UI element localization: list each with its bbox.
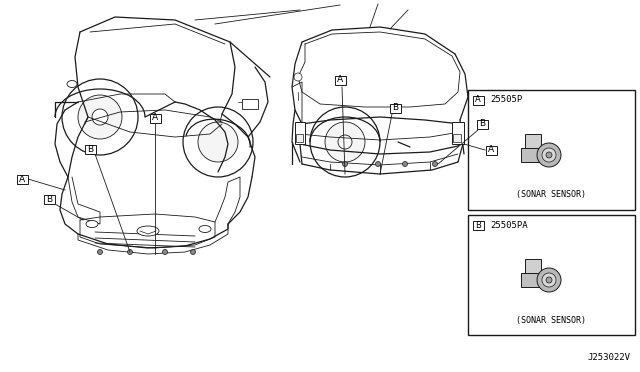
Bar <box>521 273 545 287</box>
Bar <box>452 122 464 144</box>
Circle shape <box>78 95 122 139</box>
Circle shape <box>62 79 138 155</box>
Bar <box>468 215 635 335</box>
Ellipse shape <box>199 225 211 232</box>
Text: (SONAR SENSOR): (SONAR SENSOR) <box>516 190 586 199</box>
Circle shape <box>310 107 380 177</box>
Bar <box>390 103 401 112</box>
Bar <box>17 174 28 183</box>
Bar <box>150 113 161 122</box>
Circle shape <box>325 122 365 162</box>
Text: B: B <box>475 221 481 230</box>
Circle shape <box>542 148 556 162</box>
Bar <box>84 144 95 154</box>
Ellipse shape <box>86 221 98 228</box>
Text: 25505P: 25505P <box>490 96 522 105</box>
Circle shape <box>127 250 132 254</box>
Text: A: A <box>152 113 158 122</box>
Text: B: B <box>87 144 93 154</box>
Bar <box>296 134 303 142</box>
Circle shape <box>183 107 253 177</box>
Circle shape <box>433 161 438 167</box>
Circle shape <box>198 122 238 162</box>
Circle shape <box>537 268 561 292</box>
Bar <box>295 122 305 144</box>
Circle shape <box>92 109 108 125</box>
Circle shape <box>163 250 168 254</box>
Circle shape <box>546 152 552 158</box>
Ellipse shape <box>137 226 159 236</box>
Text: A: A <box>19 174 25 183</box>
Bar <box>525 259 541 273</box>
Circle shape <box>338 135 352 149</box>
Bar <box>521 148 545 162</box>
Circle shape <box>342 161 348 167</box>
Bar <box>486 145 497 154</box>
Bar <box>44 195 54 203</box>
Circle shape <box>376 161 381 167</box>
Text: B: B <box>479 119 485 128</box>
Bar <box>468 90 635 210</box>
Ellipse shape <box>67 80 77 87</box>
Bar <box>477 119 488 128</box>
Text: J253022V: J253022V <box>587 353 630 362</box>
Circle shape <box>403 161 408 167</box>
Bar <box>472 221 483 230</box>
Circle shape <box>191 250 195 254</box>
Text: A: A <box>488 145 494 154</box>
Circle shape <box>537 143 561 167</box>
Bar <box>335 76 346 84</box>
Text: 25505PA: 25505PA <box>490 221 527 230</box>
Bar <box>525 134 541 148</box>
Circle shape <box>542 273 556 287</box>
Text: B: B <box>392 103 398 112</box>
Bar <box>472 96 483 105</box>
Text: B: B <box>46 195 52 203</box>
Bar <box>242 99 258 109</box>
Circle shape <box>546 277 552 283</box>
Circle shape <box>294 73 302 81</box>
Bar <box>453 134 461 142</box>
Text: A: A <box>475 96 481 105</box>
Circle shape <box>97 250 102 254</box>
Text: (SONAR SENSOR): (SONAR SENSOR) <box>516 315 586 324</box>
Text: A: A <box>337 76 343 84</box>
